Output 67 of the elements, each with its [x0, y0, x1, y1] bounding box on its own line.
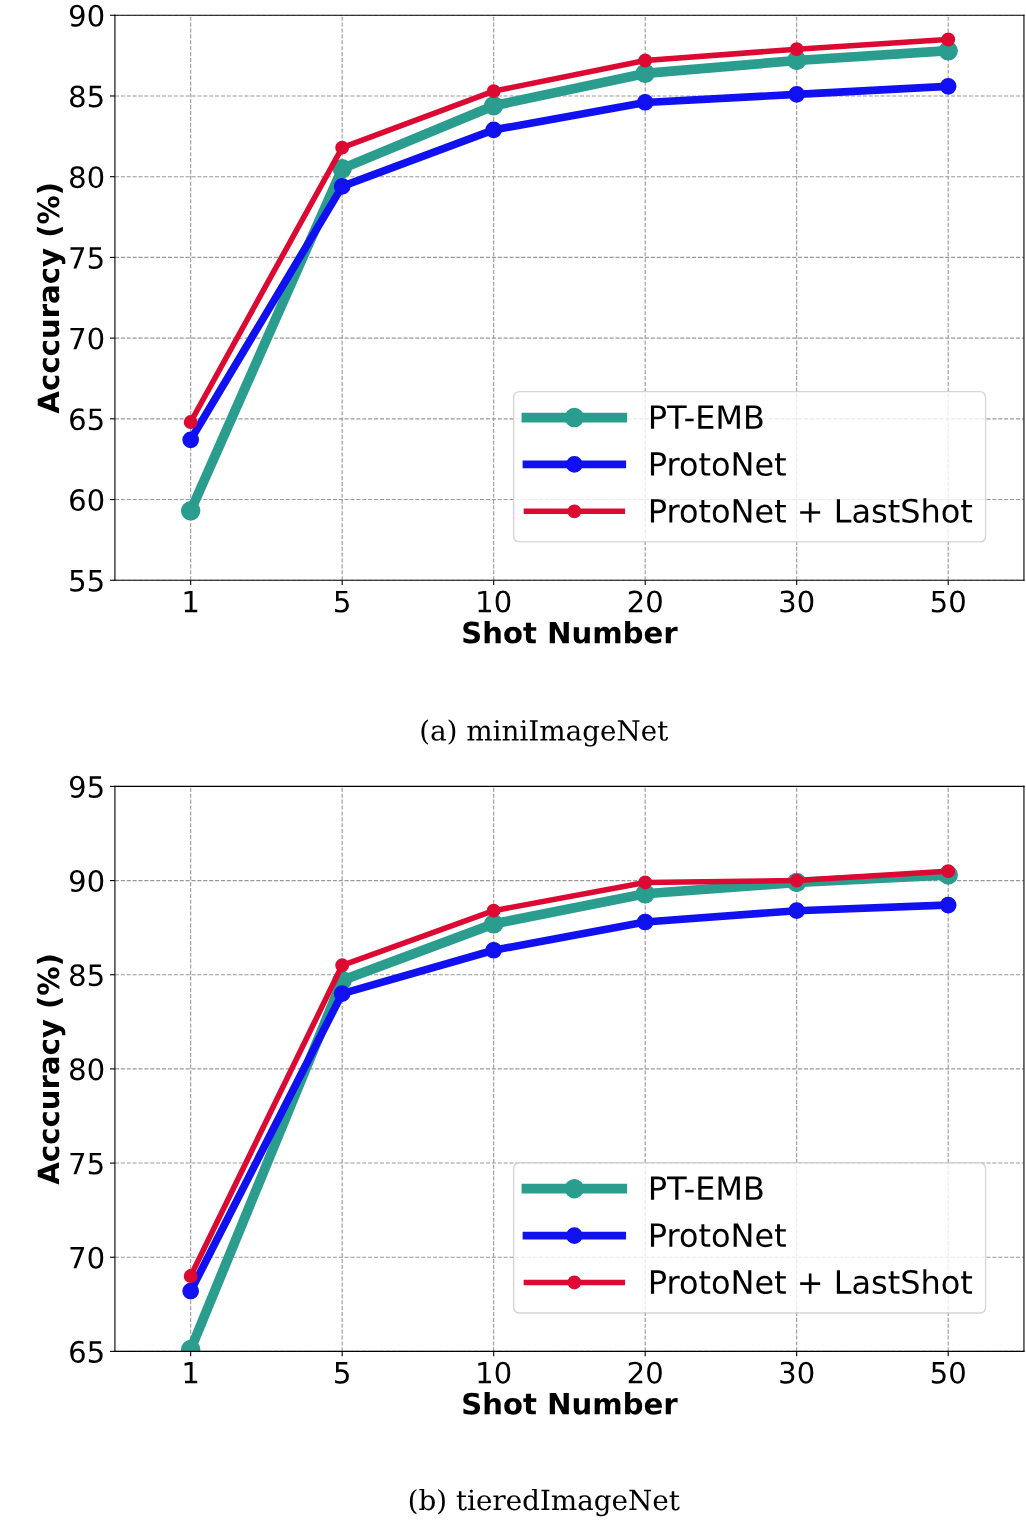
y-tick-label: 85 [70, 85, 103, 108]
y-tick-label: 65 [70, 408, 103, 431]
x-tick-label: 20 [628, 1361, 662, 1384]
y-tick-label: 90 [69, 4, 104, 27]
point [788, 902, 806, 920]
y-tick-label: 90 [69, 870, 104, 893]
y-axis-title: Acccuracy (%) [36, 184, 66, 414]
legend-label: ProtoNet + LastShot [650, 498, 973, 523]
point [483, 95, 504, 116]
point [939, 77, 957, 95]
point [333, 985, 351, 1002]
point [335, 140, 350, 155]
point [788, 86, 806, 103]
legend-label: PT-EMB [650, 1176, 763, 1200]
y-tick-label: 95 [69, 775, 103, 798]
y-tick-label: 80 [70, 166, 104, 189]
point [182, 1282, 199, 1300]
x-tick-label: 5 [335, 590, 349, 613]
x-tick-label: 50 [931, 590, 965, 613]
point [486, 84, 501, 99]
y-tick-label: 85 [70, 964, 103, 987]
point [636, 94, 654, 111]
point [636, 913, 654, 931]
legend-label: ProtoNet [650, 452, 786, 477]
text: (b) tieredImageNet [409, 1488, 680, 1517]
y-tick-label: 65 [70, 1340, 103, 1363]
y-tick-label: 70 [70, 327, 104, 350]
point [941, 32, 956, 47]
point [939, 896, 957, 914]
x-axis-title: Shot Number [463, 1392, 678, 1415]
point [638, 875, 653, 890]
point [485, 941, 503, 959]
point [789, 42, 804, 57]
y-tick-label: 75 [70, 1152, 103, 1175]
x-tick-label: 50 [931, 1361, 965, 1384]
y-tick-label: 80 [70, 1058, 104, 1081]
legend-label: PT-EMB [650, 405, 763, 429]
point [335, 958, 350, 973]
point [183, 415, 198, 430]
x-tick-label: 10 [478, 1361, 511, 1384]
x-axis-title: Shot Number [463, 620, 678, 644]
legend-label: ProtoNet + LastShot [650, 1269, 973, 1295]
x-tick-label: 1 [184, 590, 198, 613]
x-tick-label: 1 [184, 1362, 198, 1384]
y-tick-label: 60 [70, 488, 104, 512]
x-tick-label: 5 [335, 1362, 349, 1384]
point [483, 914, 504, 934]
x-tick-label: 20 [628, 590, 662, 613]
point [182, 431, 199, 449]
x-tick-label: 10 [478, 590, 511, 613]
x-tick-label: 30 [780, 590, 814, 613]
y-tick-label: 75 [70, 247, 103, 269]
point [485, 121, 503, 139]
point [638, 53, 653, 68]
point [183, 1269, 198, 1284]
point [332, 158, 352, 179]
legend-label: ProtoNet [650, 1223, 786, 1248]
x-tick-label: 30 [780, 1361, 814, 1384]
y-tick-label: 55 [70, 570, 103, 592]
point [486, 903, 501, 918]
point [635, 63, 655, 84]
y-axis-title: Acccuracy (%) [36, 955, 66, 1185]
point [333, 178, 351, 195]
point [180, 501, 201, 521]
y-tick-label: 70 [70, 1246, 104, 1269]
text: (a) miniImageNet [421, 719, 669, 747]
point [941, 864, 956, 879]
